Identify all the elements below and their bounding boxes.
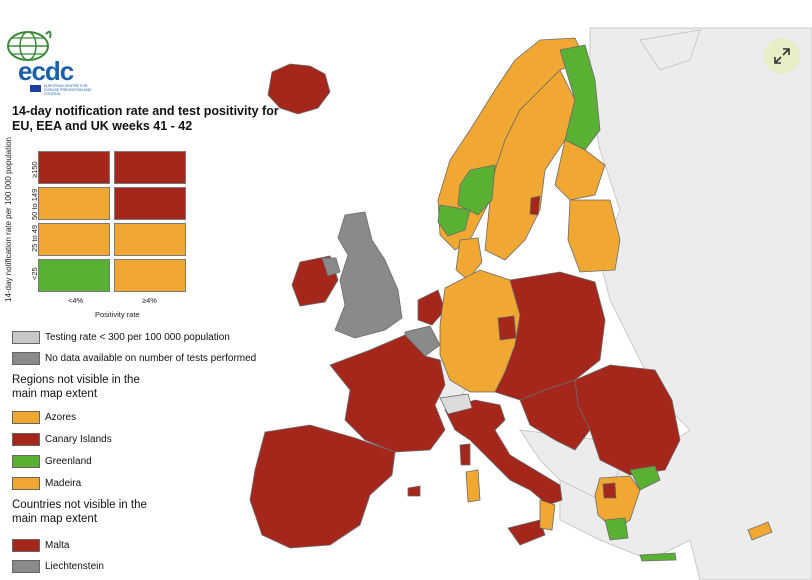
- legend-swatch: [12, 539, 40, 552]
- globe-logo-icon: [7, 30, 52, 61]
- x-tick: ≥4%: [142, 296, 157, 305]
- region-sicily: [507, 519, 546, 546]
- region-greece-green: [629, 465, 661, 491]
- eu-flag-icon: [30, 85, 41, 92]
- expand-icon: [774, 48, 790, 64]
- y-tick: 25 to 49: [30, 224, 39, 252]
- matrix-cell: [114, 223, 186, 256]
- matrix-x-axis-label: Positivity rate: [95, 310, 140, 319]
- legend-label: Azores: [45, 412, 77, 423]
- matrix-y-axis-label: 14-day notification rate per 100 000 pop…: [4, 136, 13, 302]
- region-cyprus: [747, 521, 773, 541]
- legend-label: Greenland: [45, 456, 92, 467]
- matrix-cell: [38, 187, 110, 220]
- expand-button[interactable]: [764, 38, 800, 74]
- map-title: 14-day notification rate and test positi…: [12, 104, 279, 133]
- region-france: [329, 334, 446, 453]
- y-tick: <25: [30, 267, 39, 280]
- countries-heading: Countries not visible in the main map ex…: [12, 499, 147, 525]
- legend-swatch: [12, 433, 40, 446]
- region-iceland: [267, 63, 331, 115]
- legend-swatch: [12, 455, 40, 468]
- legend-label: Testing rate < 300 per 100 000 populatio…: [45, 332, 230, 343]
- region-northern-ireland: [321, 257, 341, 277]
- legend-swatch: [12, 352, 40, 365]
- region-crete: [639, 552, 677, 562]
- region-calabria: [539, 499, 556, 531]
- matrix-cell: [38, 223, 110, 256]
- matrix-cell: [38, 151, 110, 184]
- legend-swatch: [12, 411, 40, 424]
- matrix-cell: [114, 187, 186, 220]
- legend-label: No data available on number of tests per…: [45, 353, 257, 364]
- legend-label: Madeira: [45, 478, 82, 489]
- region-denmark: [455, 237, 483, 281]
- matrix-cell: [114, 151, 186, 184]
- region-switzerland: [439, 393, 473, 415]
- region-norway-green: [437, 204, 471, 237]
- legend-label: Malta: [45, 540, 70, 551]
- y-tick: ≥150: [30, 161, 39, 178]
- legend-swatch: [12, 331, 40, 344]
- legend-swatch: [12, 477, 40, 490]
- logo-subtitle: EUROPEAN CENTRE FOR DISEASE PREVENTION A…: [44, 84, 92, 96]
- region-sweden-green: [457, 164, 496, 216]
- legend-swatch: [12, 560, 40, 573]
- ecdc-logo: [6, 26, 96, 96]
- x-tick: <4%: [68, 296, 84, 305]
- region-iberia: [249, 424, 396, 549]
- matrix-cell: [38, 259, 110, 292]
- region-corsica: [459, 443, 471, 466]
- region-netherlands: [417, 289, 446, 326]
- legend-label: Liechtenstein: [45, 561, 104, 572]
- region-peloponnese-green: [604, 517, 629, 541]
- region-germany-red: [497, 315, 517, 341]
- region-finland-south: [554, 139, 606, 201]
- region-finland-north: [559, 44, 601, 151]
- matrix-cell: [114, 259, 186, 292]
- logo-text: ecdc: [18, 56, 74, 86]
- region-uk: [334, 211, 403, 339]
- region-sardinia: [465, 469, 481, 503]
- region-balearic: [407, 485, 421, 497]
- region-greece-red: [602, 482, 617, 499]
- regions-heading: Regions not visible in the main map exte…: [12, 374, 140, 400]
- region-italy: [444, 399, 563, 506]
- region-gotland: [529, 195, 541, 216]
- y-tick: 50 to 149: [30, 188, 39, 220]
- legend-label: Canary Islands: [45, 434, 112, 445]
- region-hungary-croatia: [519, 379, 591, 451]
- region-baltics: [567, 199, 621, 273]
